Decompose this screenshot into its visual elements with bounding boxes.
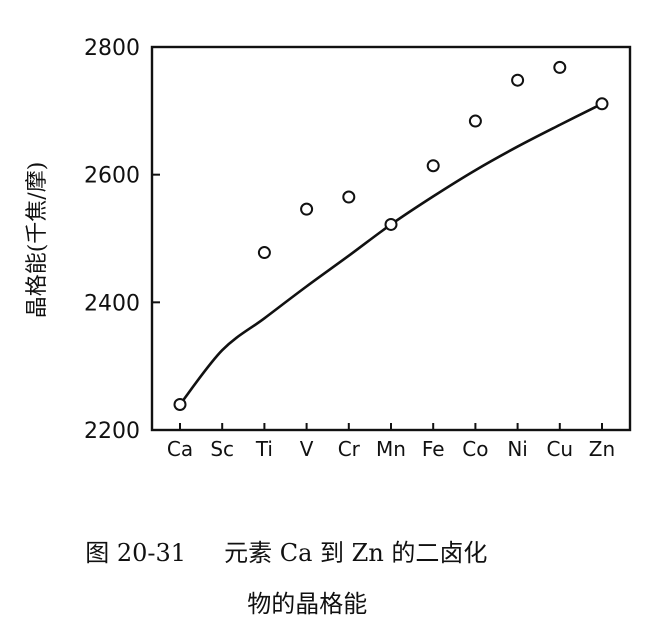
x-tick-label: V — [300, 437, 314, 461]
data-point-cr — [342, 190, 356, 204]
y-tick-label: 2600 — [84, 164, 140, 189]
figure-number: 图 20-31 — [85, 539, 187, 567]
data-point-ti — [257, 246, 271, 260]
x-tick-label: Fe — [422, 437, 445, 461]
data-points — [173, 60, 609, 411]
plot-frame — [150, 45, 632, 432]
caption-continuation: 物的晶格能 — [232, 556, 367, 619]
lattice-energy-chart: 2200 2400 2600 2800 Ca Sc Ti V Cr Mn Fe Co Ni Cu Zn 晶… — [25, 36, 632, 461]
caption-text-line2: 物的晶格能 — [247, 590, 368, 618]
x-tick-label: Mn — [376, 437, 406, 461]
data-point-cu — [553, 60, 567, 74]
data-point-ca — [173, 397, 187, 411]
y-tick-label: 2400 — [84, 291, 140, 316]
trend-curve — [178, 102, 603, 406]
data-point-co — [468, 114, 482, 128]
x-tick-label: Ni — [507, 437, 528, 461]
data-point-zn — [595, 97, 609, 111]
y-axis-ticks: 2200 2400 2600 2800 — [84, 36, 160, 444]
y-axis-label: 晶格能(千焦/摩) — [25, 162, 50, 319]
data-point-fe — [426, 159, 440, 173]
data-point-mn — [384, 217, 398, 231]
x-tick-label: Sc — [210, 437, 234, 461]
x-axis-ticks: Ca Sc Ti V Cr Mn Fe Co Ni Cu Zn — [167, 423, 615, 461]
figure-caption: 图 20-31 元素 Ca 到 Zn 的二卤化 — [70, 505, 487, 568]
x-tick-label: Co — [462, 437, 488, 461]
x-tick-label: Cu — [546, 437, 573, 461]
x-tick-label: Ca — [167, 437, 193, 461]
x-tick-label: Zn — [589, 437, 615, 461]
data-point-ni — [511, 73, 525, 87]
y-tick-label: 2800 — [84, 36, 140, 61]
caption-text-line1: 元素 Ca 到 Zn 的二卤化 — [224, 539, 488, 567]
y-tick-label: 2200 — [84, 419, 140, 444]
x-tick-label: Cr — [338, 437, 361, 461]
x-tick-label: Ti — [255, 437, 273, 461]
data-point-v — [300, 202, 314, 216]
